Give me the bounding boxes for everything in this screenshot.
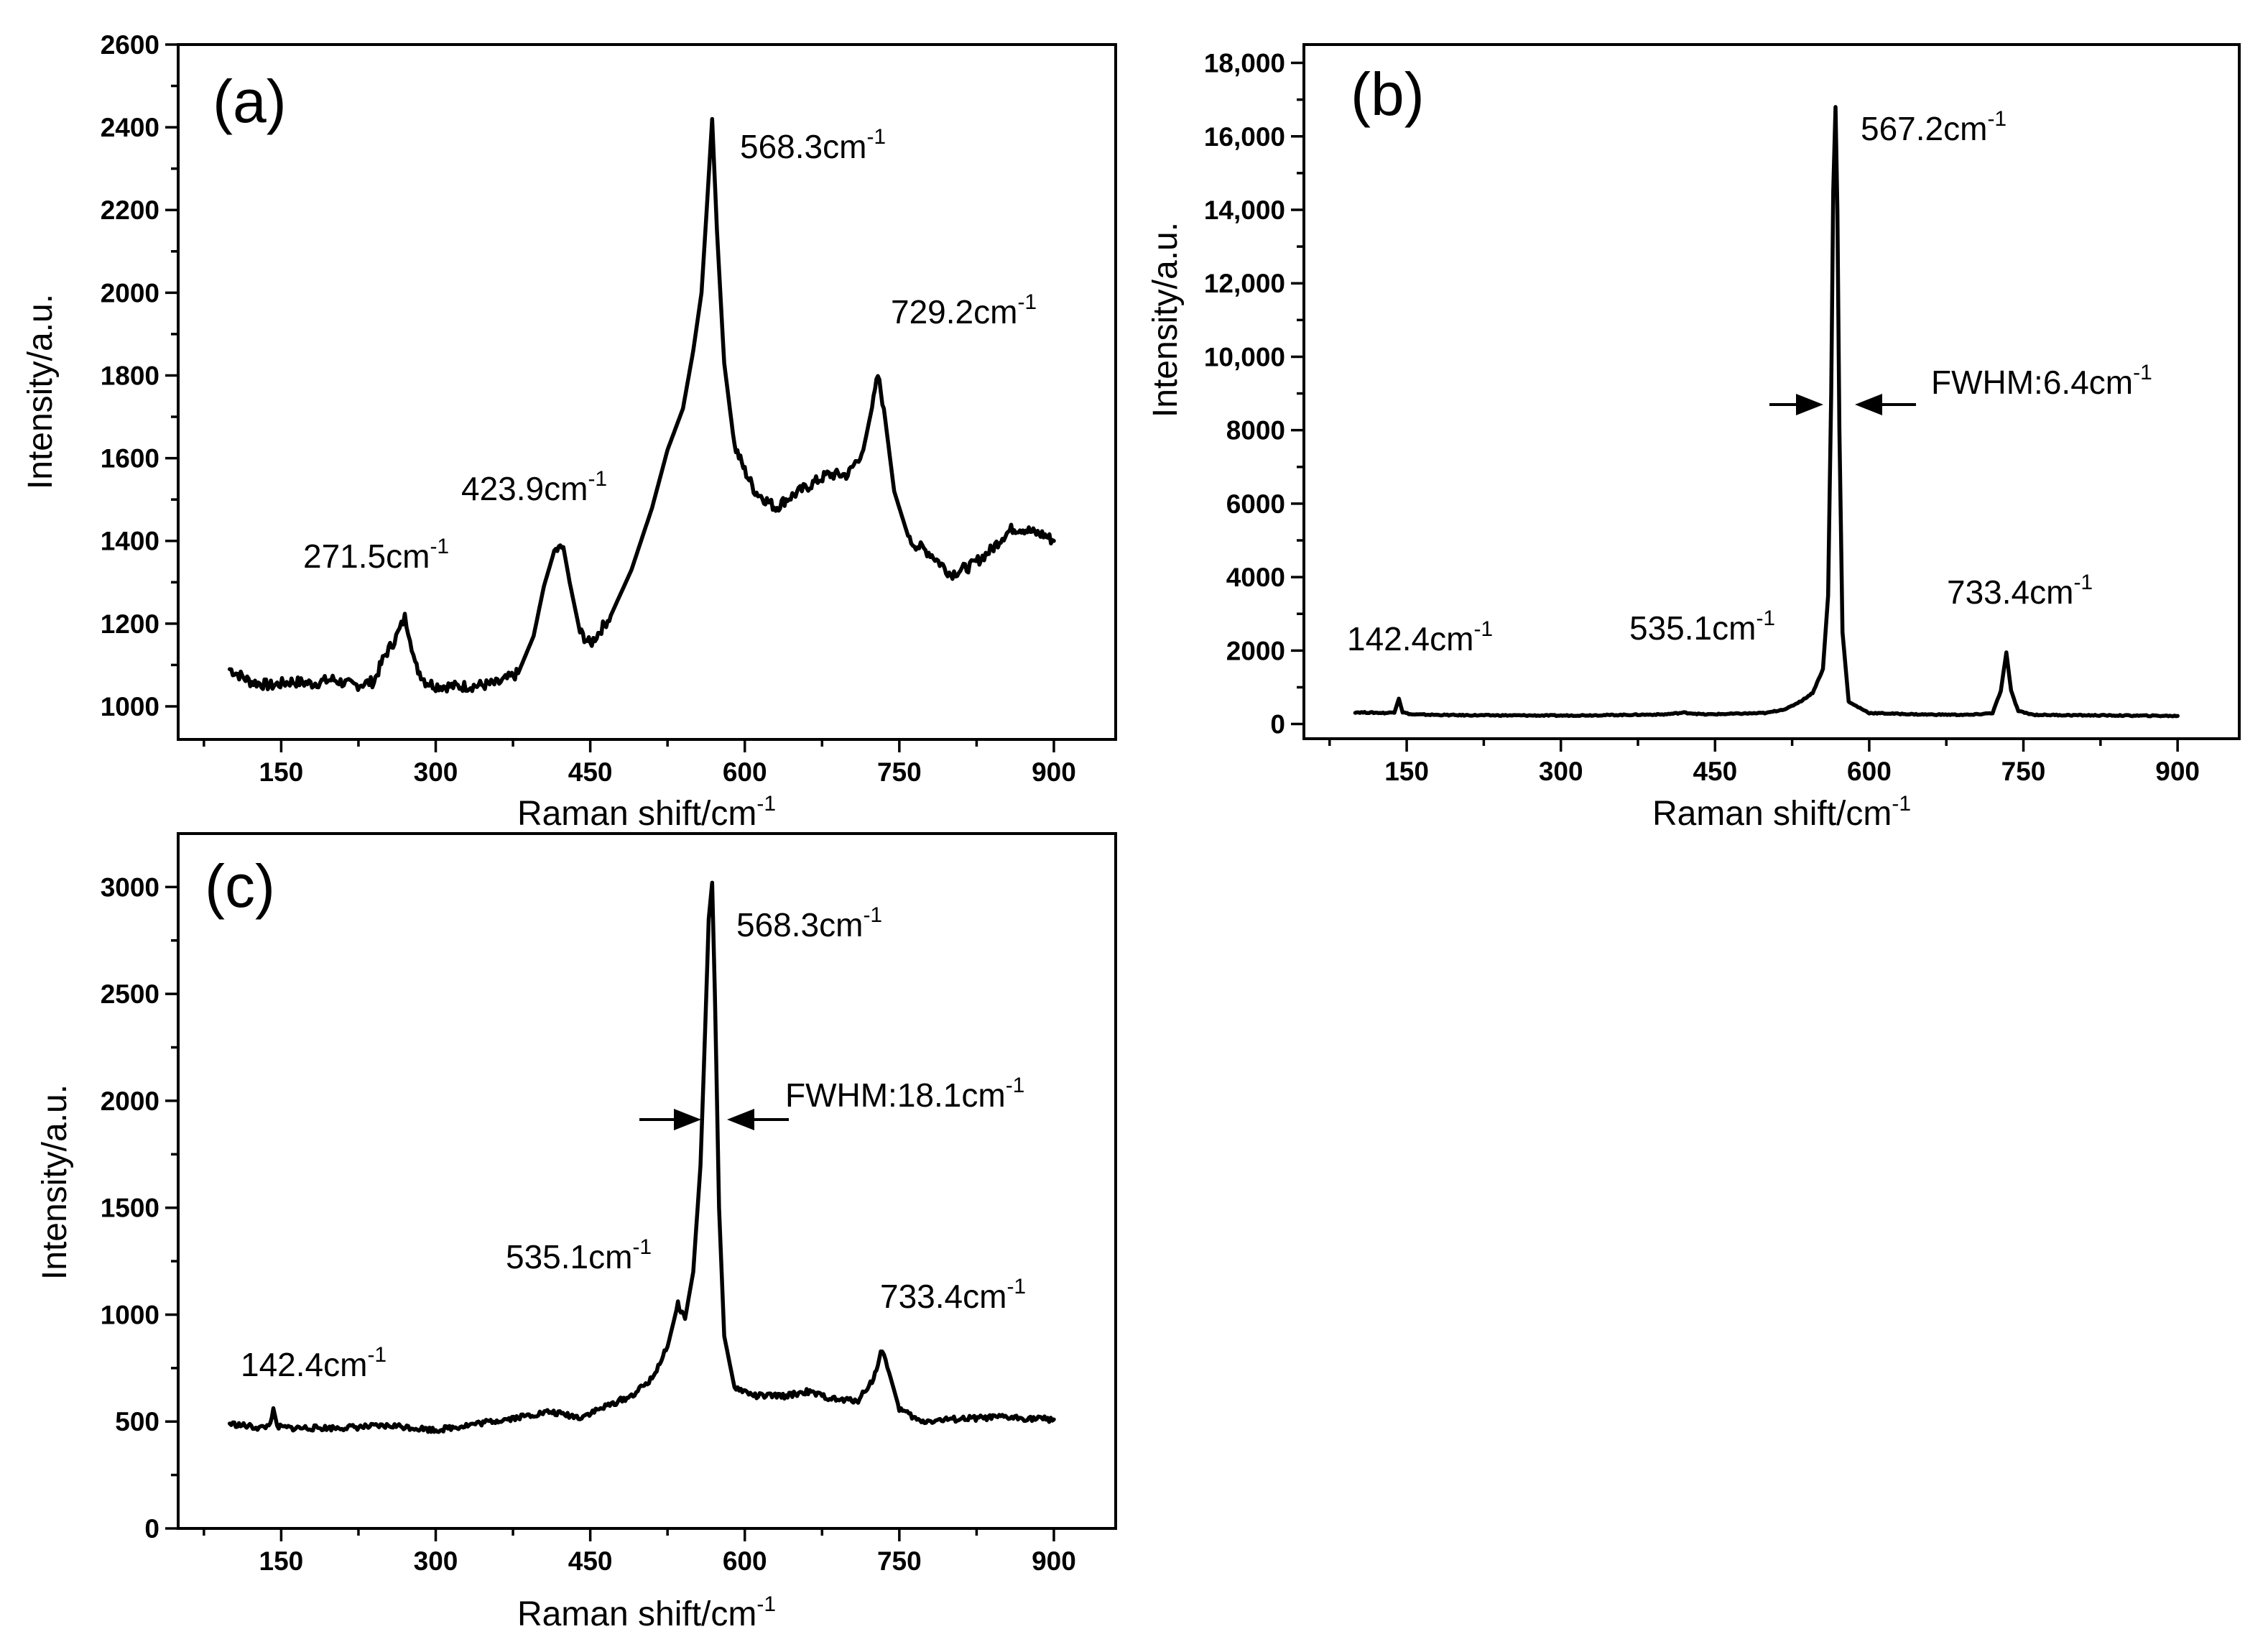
panel-b-y-tick-label-6000: 6000 [1226, 489, 1285, 519]
panel-b-y-tick-label-2000: 2000 [1226, 636, 1285, 665]
panel-b-fwhm-arrow-left-head [1796, 394, 1823, 415]
panel-a-x-tick-label-600: 600 [723, 757, 767, 787]
panel-c-y-tick-label-0: 0 [144, 1514, 159, 1544]
panel-b-x-tick-label-150: 150 [1384, 757, 1429, 786]
panel-b-peak-label-733: 733.4cm-1 [1947, 571, 2093, 611]
panel-a-x-tick-label-750: 750 [877, 757, 922, 787]
panel-b-fwhm-arrows [1769, 394, 1916, 415]
panel-c-tick-labels: 150 300 450 600 750 900 0 500 1000 1500 2000 2500 30… [101, 872, 1076, 1576]
panel-a-x-tick-label-900: 900 [1032, 757, 1076, 787]
panel-c-peak-label-142: 142.4cm-1 [241, 1343, 387, 1383]
panel-b-frame [1302, 43, 2241, 740]
panel-c-x-tick-label-600: 600 [723, 1546, 767, 1576]
panel-b-y-tick-label-8000: 8000 [1226, 416, 1285, 446]
panel-b-series-line [1353, 105, 2180, 719]
panel-a-peak-label-423: 423.9cm-1 [461, 467, 607, 507]
panel-a-series-line [227, 116, 1056, 694]
panel-b-x-tick-label-750: 750 [2001, 757, 2046, 786]
panel-c-y-tick-label-1000: 1000 [101, 1300, 159, 1329]
panel-a-label: (a) [213, 68, 287, 135]
panel-c-peak-label-733: 733.4cm-1 [880, 1275, 1026, 1315]
panel-c-y-tick-label-2000: 2000 [101, 1087, 159, 1116]
panel-a-ticks [165, 43, 1055, 752]
panel-c-x-tick-label-750: 750 [877, 1546, 922, 1576]
panel-b-y-tick-label-16000: 16,000 [1204, 122, 1285, 152]
panel-c-y-tick-label-500: 500 [115, 1407, 159, 1436]
panel-b-fwhm-label: FWHM:6.4cm-1 [1931, 361, 2152, 401]
panel-c-y-axis-label: Intensity/a.u. [36, 1084, 74, 1280]
panel-a-y-tick-label-2400: 2400 [101, 113, 159, 142]
panel-c-peak-label-535: 535.1cm-1 [506, 1235, 652, 1275]
panel-b-ticks [1291, 61, 2179, 752]
panel-c-fwhm-label: FWHM:18.1cm-1 [785, 1074, 1024, 1114]
panel-a-tick-labels: 150 300 450 600 750 900 1000 1200 1400 1600 1800 20… [101, 30, 1076, 787]
panel-a-x-tick-label-450: 450 [568, 757, 613, 787]
panel-a-x-tick-label-300: 300 [414, 757, 458, 787]
panel-b-y-tick-label-4000: 4000 [1226, 563, 1285, 592]
panel-a-frame [177, 43, 1117, 741]
panel-c-x-tick-label-450: 450 [568, 1546, 613, 1576]
panel-c-label: (c) [205, 852, 275, 920]
panel-b-peak-label-567: 567.2cm-1 [1861, 107, 2007, 147]
panel-c-series-line [227, 880, 1056, 1434]
panel-b-x-tick-label-600: 600 [1847, 757, 1892, 786]
panel-a-chart: 150 300 450 600 750 900 1000 1200 1400 1600 1800 20… [22, 30, 1117, 833]
panel-c-fwhm-arrow-left-head [674, 1109, 701, 1130]
panel-a-y-tick-label-2200: 2200 [101, 195, 159, 225]
panel-a-peak-label-568: 568.3cm-1 [740, 125, 886, 165]
panel-b-x-axis-label: Raman shift/cm-1 [1652, 792, 1911, 833]
panel-b-y-axis-label: Intensity/a.u. [1147, 222, 1185, 417]
panel-a-x-axis-label: Raman shift/cm-1 [517, 792, 776, 833]
panel-a-y-tick-label-2000: 2000 [101, 278, 159, 308]
panel-c-x-axis-label: Raman shift/cm-1 [517, 1592, 776, 1633]
panel-c-frame [177, 832, 1117, 1530]
panel-c-chart: 150 300 450 600 750 900 0 500 1000 1500 2000 2500 30… [36, 832, 1117, 1633]
panel-c-fwhm-arrows [639, 1109, 789, 1130]
panel-c-fwhm-arrow-right-head [727, 1109, 754, 1130]
panel-c-x-tick-label-900: 900 [1032, 1546, 1076, 1576]
panel-b-y-tick-label-0: 0 [1270, 710, 1285, 739]
panel-c-x-tick-label-150: 150 [259, 1546, 304, 1576]
panel-b-y-tick-label-14000: 14,000 [1204, 195, 1285, 225]
panel-c-peak-label-568: 568.3cm-1 [736, 903, 882, 944]
panel-b-peak-label-142: 142.4cm-1 [1347, 617, 1493, 658]
panel-a-y-tick-label-1800: 1800 [101, 361, 159, 390]
panel-c-ticks [165, 885, 1055, 1541]
panel-a-peak-label-729: 729.2cm-1 [891, 290, 1037, 331]
panel-a-x-tick-label-150: 150 [259, 757, 304, 787]
panel-b-fwhm-arrow-right-head [1855, 394, 1882, 415]
panel-b-y-tick-label-12000: 12,000 [1204, 269, 1285, 298]
panel-a-y-tick-label-1400: 1400 [101, 527, 159, 556]
panel-c-y-tick-label-1500: 1500 [101, 1194, 159, 1223]
panel-a-y-tick-label-1200: 1200 [101, 609, 159, 639]
panel-c-y-tick-label-3000: 3000 [101, 872, 159, 902]
panel-c-y-tick-label-2500: 2500 [101, 979, 159, 1009]
panel-b-peak-label-535: 535.1cm-1 [1629, 606, 1775, 647]
panel-b-y-tick-label-18000: 18,000 [1204, 49, 1285, 78]
panel-b-label: (b) [1351, 60, 1425, 128]
panel-b-x-tick-label-450: 450 [1693, 757, 1737, 786]
panel-b-y-tick-label-10000: 10,000 [1204, 342, 1285, 372]
panel-a-y-tick-label-1000: 1000 [101, 692, 159, 721]
panel-a-y-tick-label-2600: 2600 [101, 30, 159, 60]
panel-a-peak-label-271: 271.5cm-1 [303, 535, 449, 575]
panel-a-y-axis-label: Intensity/a.u. [22, 294, 60, 489]
panel-a-y-tick-label-1600: 1600 [101, 444, 159, 474]
panel-c-x-tick-label-300: 300 [414, 1546, 458, 1576]
panel-b-chart: 150 300 450 600 750 900 0 2000 4000 6000 8000 10,00… [1147, 43, 2241, 833]
panel-b-x-tick-label-900: 900 [2155, 757, 2200, 786]
panel-b-tick-labels: 150 300 450 600 750 900 0 2000 4000 6000 8000 10,00… [1204, 49, 2200, 786]
panel-b-x-tick-label-300: 300 [1539, 757, 1583, 786]
